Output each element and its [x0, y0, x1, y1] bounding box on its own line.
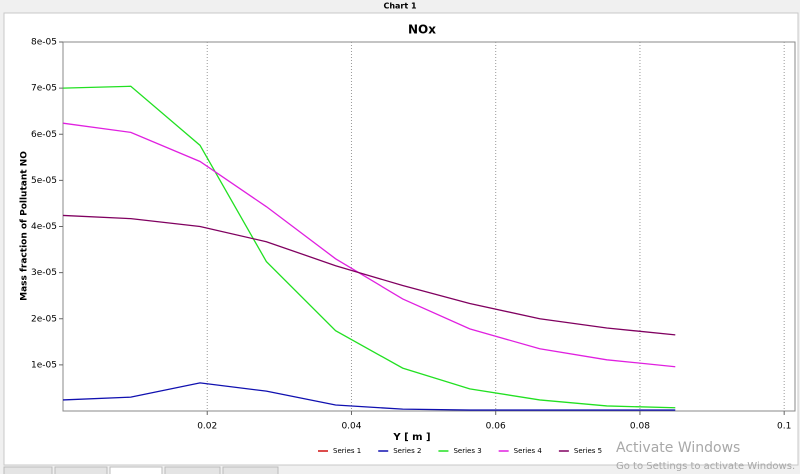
y-tick-label: 2e-05 — [31, 314, 57, 324]
y-tick-label: 1e-05 — [31, 360, 57, 370]
y-tick-label: 8e-05 — [31, 38, 57, 48]
x-tick-label: 0.08 — [630, 422, 650, 432]
y-tick-label: 6e-05 — [31, 130, 57, 140]
y-axis-label: Mass fraction of Pollutant NO — [20, 151, 30, 301]
legend-label: Series 1 — [333, 447, 361, 455]
y-tick-label: 5e-05 — [31, 176, 57, 186]
tab[interactable] — [54, 466, 108, 474]
x-tick-label: 0.02 — [197, 422, 217, 432]
legend-label: Series 3 — [453, 447, 481, 455]
tab[interactable] — [109, 466, 163, 474]
y-tick-label: 3e-05 — [31, 268, 57, 278]
x-tick-label: 0.1 — [777, 422, 791, 432]
tab[interactable] — [164, 466, 221, 474]
legend-label: Series 4 — [514, 447, 543, 455]
series-line — [62, 85, 676, 409]
plot-area — [62, 41, 796, 412]
y-tick-label: 7e-05 — [31, 84, 57, 94]
chart-title: NOx — [408, 23, 436, 37]
x-tick-label: 0.06 — [486, 422, 506, 432]
y-tick-label: 4e-05 — [31, 222, 57, 232]
tab[interactable] — [222, 466, 279, 474]
legend-label: Series 5 — [574, 447, 602, 455]
window-title: Chart 1 — [383, 2, 417, 11]
series-line — [62, 382, 676, 411]
x-axis-label: Y [ m ] — [392, 432, 430, 443]
x-tick-label: 0.04 — [341, 422, 361, 432]
bottom-tabs — [3, 466, 279, 474]
legend-label: Series 2 — [393, 447, 421, 455]
watermark-title: Activate Windows — [616, 440, 740, 456]
series-line — [62, 122, 676, 368]
watermark-subtitle: Go to Settings to activate Windows. — [616, 461, 795, 472]
series-line — [62, 214, 676, 336]
tab[interactable] — [3, 466, 53, 474]
